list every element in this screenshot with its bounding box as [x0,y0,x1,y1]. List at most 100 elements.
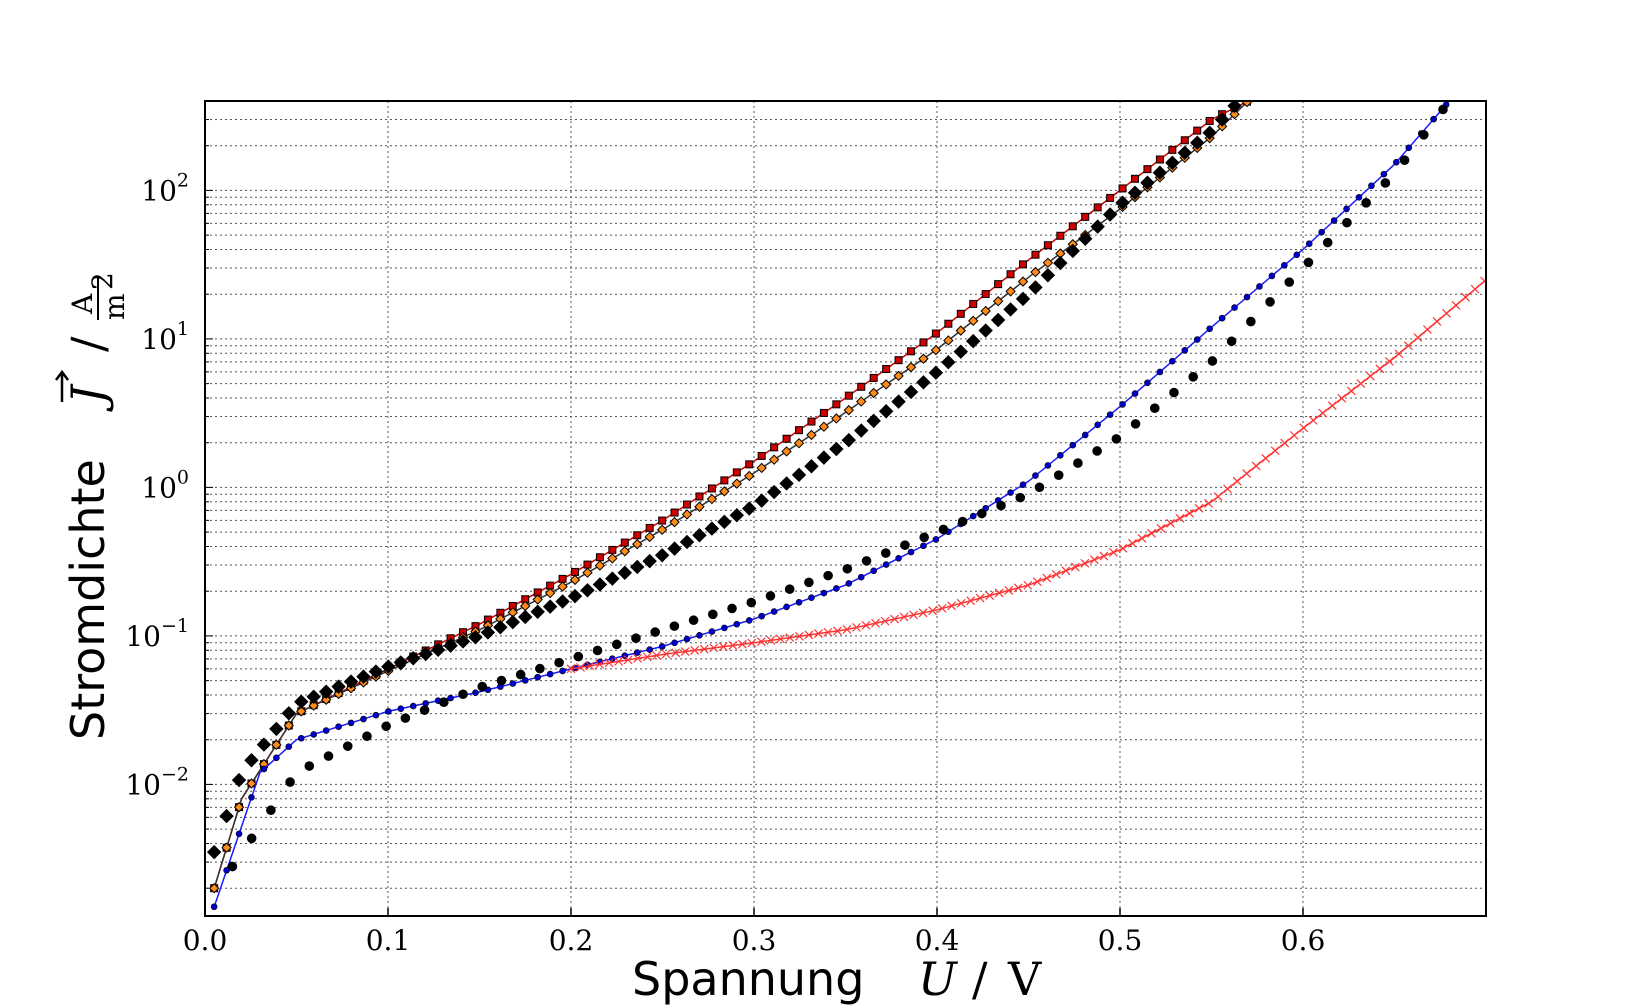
data-point-dot [671,639,678,647]
y-tick-label-base: 10 [125,768,161,801]
data-point-dot [266,805,276,816]
data-point-dot [1268,272,1276,280]
data-point-dot [297,734,305,742]
data-point-dot [996,500,1006,511]
data-point-x [1232,476,1242,486]
data-point-diamond [756,462,767,474]
data-point-diamond [283,720,295,731]
data-point-diamond [829,441,844,457]
data-point-x [1299,423,1309,433]
data-point-dot [285,777,295,787]
data-point-square [1068,222,1077,231]
data-point-dot [721,624,728,632]
data-point-dot [559,667,566,675]
data-point-dot [1361,198,1371,208]
data-point-x [1470,284,1480,294]
data-point-dot [509,680,517,687]
data-point-x [813,629,823,639]
data-point-diamond [221,842,232,853]
data-point-square [1143,165,1152,174]
data-point-dot [842,563,853,574]
data-point-square [1081,212,1090,221]
data-point-dot [1380,178,1391,188]
data-point-square [720,476,729,485]
data-point-dot [1169,387,1179,398]
data-point-diamond [1030,266,1041,278]
data-point-x [1365,371,1375,381]
data-point-x [1156,523,1166,533]
data-point-diamond [580,583,595,598]
data-point-diamond [1115,195,1130,210]
data-point-x [1442,308,1451,318]
y-tick-label: 100 [141,466,189,504]
y-axis-unit-numerator: A [66,293,99,315]
data-point-dot [535,663,545,674]
data-point-x [690,645,700,655]
data-point-diamond [766,484,782,500]
data-point-square [1043,241,1052,250]
data-point-dot [745,617,753,624]
data-point-dot [546,670,554,678]
y-tick-label: 102 [141,169,189,207]
data-point-x [623,655,633,665]
data-point-diamond [891,394,906,409]
data-point-diamond [841,432,857,448]
data-point-x [718,642,728,652]
data-point-dot [248,794,255,801]
data-point-x [737,639,747,649]
data-point-diamond [582,567,593,578]
data-point-diamond [706,493,718,505]
data-point-square [695,492,704,501]
data-point-dot [1380,170,1388,178]
data-point-dot [919,532,929,543]
data-point-x [852,622,861,632]
data-point-dot [1092,446,1102,456]
data-point-dot [650,627,660,637]
data-point-diamond [318,684,334,699]
data-point-x [604,658,614,668]
y-tick-label: 10−1 [125,615,189,653]
data-point-diamond [356,669,371,684]
data-point-square [1056,231,1065,240]
data-point-diamond [943,335,954,346]
data-point-x [1061,566,1071,576]
data-point-diamond [654,548,670,563]
data-point-diamond [1165,155,1180,170]
data-point-diamond [692,528,707,543]
data-point-x [1375,364,1385,374]
data-point-diamond [918,353,929,364]
data-point-x [1403,341,1413,351]
data-point-x [756,637,766,647]
data-point-x [1451,300,1461,310]
data-point-square [1205,116,1214,125]
data-point-diamond [768,454,780,465]
data-point-diamond [681,509,693,520]
data-point-x [614,656,624,666]
data-point-dot [1430,115,1437,123]
data-point-x [775,634,785,644]
data-point-dot [758,612,765,620]
data-point-dot [472,689,479,697]
data-point-dot [882,561,890,568]
data-point-diamond [1227,101,1242,114]
data-point-dot [1106,411,1114,418]
y-tick-label-base: 10 [141,174,177,207]
data-point-dot [592,645,603,656]
data-point-square [894,356,903,365]
data-point-square [1168,145,1177,154]
data-point-x [595,659,604,669]
data-point-diamond [868,387,879,399]
data-point-diamond [990,312,1006,328]
data-point-square [1155,155,1164,164]
data-point-x [709,643,719,653]
data-point-dot [235,830,243,838]
data-point-diamond [719,486,730,497]
y-tick-label-base: 10 [141,323,177,356]
x-axis-label: Spannung U / V [632,952,1042,1006]
data-point-dot [1111,434,1122,444]
data-point-dot [362,731,372,742]
data-point-dot [696,632,703,639]
data-point-dot [1144,379,1151,387]
data-point-diamond [1042,257,1054,269]
